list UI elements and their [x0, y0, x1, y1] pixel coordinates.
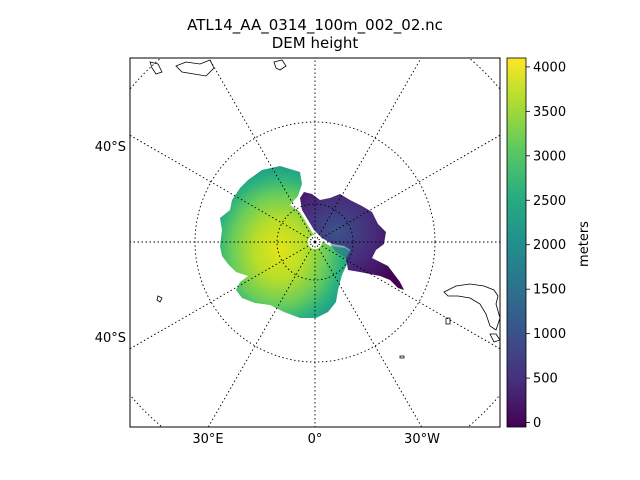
colorbar-ramp	[506, 57, 527, 428]
west-antarctica-dem	[300, 192, 404, 290]
colorbar-tick-label: 500	[533, 372, 558, 387]
lat-label-upper: 40°S	[95, 140, 126, 155]
map-frame	[129, 57, 501, 428]
lat-label-lower: 40°S	[95, 331, 126, 346]
colorbar-tick-label: 3000	[533, 149, 566, 164]
figure-subtitle: DEM height	[271, 34, 359, 52]
figure-title: ATL14_AA_0314_100m_002_02.nc	[187, 16, 443, 34]
lon-label-30w: 30°W	[404, 432, 440, 447]
colorbar-tick-label: 0	[533, 416, 541, 431]
colorbar-tick-label: 4000	[533, 60, 566, 75]
colorbar-tick-label: 1000	[533, 327, 566, 342]
colorbar-ticks: 0 500 1000 1500 2000 2500 3000 3500 4000	[526, 60, 566, 431]
colorbar-tick-label: 1500	[533, 283, 566, 298]
colorbar: 0 500 1000 1500 2000 2500 3000 3500 4000 meters	[506, 57, 592, 431]
coastlines	[149, 59, 500, 359]
colorbar-tick-label: 3500	[533, 105, 566, 120]
lon-label-30e: 30°E	[192, 432, 223, 447]
colorbar-label: meters	[577, 221, 592, 267]
colorbar-tick-label: 2000	[533, 238, 566, 253]
lon-label-0: 0°	[308, 432, 323, 447]
map-panel	[130, 58, 500, 427]
graticule	[130, 58, 500, 427]
colorbar-tick-label: 2500	[533, 194, 566, 209]
ice-shelf	[330, 244, 352, 258]
